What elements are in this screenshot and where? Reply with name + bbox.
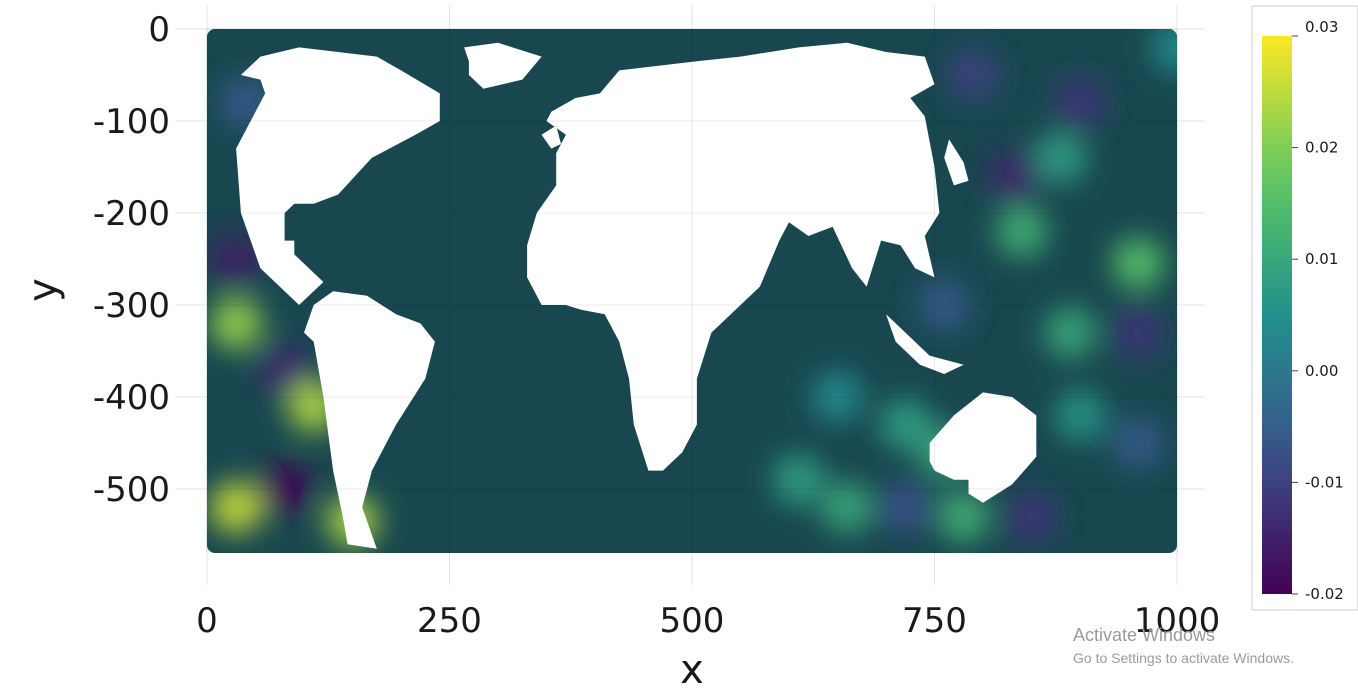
- heatmap-feature: [258, 463, 311, 515]
- heatmap-feature: [210, 233, 263, 285]
- heatmap-feature: [258, 343, 311, 396]
- heatmap-feature: [986, 150, 1039, 203]
- colorbar-gradient: [1262, 36, 1292, 594]
- x-tick-label: 750: [902, 601, 967, 641]
- y-tick-label: -500: [93, 470, 170, 510]
- heatmap-feature: [772, 453, 825, 506]
- x-tick-label: 1000: [1134, 601, 1221, 641]
- x-tick-label: 250: [417, 601, 482, 641]
- heatmap-feature: [1151, 29, 1177, 74]
- heatmap-feature: [1112, 306, 1165, 359]
- land-masks: [236, 42, 1037, 549]
- colorbar-tick-label: 0.02: [1305, 139, 1338, 157]
- y-tick-label: -200: [93, 194, 170, 234]
- y-axis-ticks: 0 -100 -200 -300 -400 -500: [93, 10, 170, 510]
- colorbar-tick-label: -0.02: [1305, 585, 1344, 603]
- heatmap-feature: [1112, 417, 1165, 469]
- heatmap-feature: [879, 398, 932, 451]
- heatmap-feature: [821, 481, 874, 534]
- y-tick-label: -300: [93, 286, 170, 326]
- heatmap-feature: [1044, 306, 1097, 359]
- y-tick-label: 0: [148, 10, 170, 50]
- land-greenland: [464, 42, 542, 89]
- land-japan: [944, 139, 969, 186]
- heatmap-feature: [210, 297, 263, 350]
- grid-lines-over: [206, 28, 1178, 553]
- colorbar-tick-label: 0.00: [1305, 362, 1338, 380]
- heatmap-feature: [1112, 237, 1165, 290]
- heatmap-feature: [879, 481, 932, 534]
- heatmap-feature: [937, 490, 990, 543]
- land-british-isles: [541, 125, 561, 149]
- land-indonesia: [886, 314, 964, 374]
- heatmap-feature: [1054, 76, 1106, 129]
- y-axis-title: y: [20, 278, 66, 302]
- heatmap-feature: [811, 371, 864, 423]
- x-axis-title: x: [680, 647, 704, 693]
- land-eurasia-africa: [527, 42, 940, 471]
- land-north-america: [236, 47, 440, 306]
- x-tick-label: 0: [196, 601, 218, 641]
- heatmap-feature: [210, 481, 263, 534]
- heatmap-feature: [1005, 490, 1058, 543]
- heatmap-feature: [947, 49, 1000, 101]
- colorbar: 0.03 0.02 0.01 0.00 -0.01 -0.02: [1251, 5, 1358, 611]
- y-tick-label: -100: [93, 102, 170, 142]
- heatmap-feature: [1034, 131, 1087, 184]
- heatmap-feature: [995, 205, 1048, 258]
- heatmap-feature: [918, 279, 971, 331]
- colorbar-tick-label: 0.01: [1305, 250, 1338, 268]
- colorbar-tick-label: -0.01: [1305, 473, 1344, 491]
- land-australia: [929, 392, 1037, 503]
- x-tick-label: 500: [660, 601, 725, 641]
- y-tick-label: -400: [93, 378, 170, 418]
- colorbar-tick-label: 0.03: [1305, 18, 1338, 36]
- x-axis-ticks: 0 250 500 750 1000: [196, 601, 1220, 641]
- heatmap-feature: [1054, 389, 1106, 442]
- land-south-america: [304, 291, 435, 549]
